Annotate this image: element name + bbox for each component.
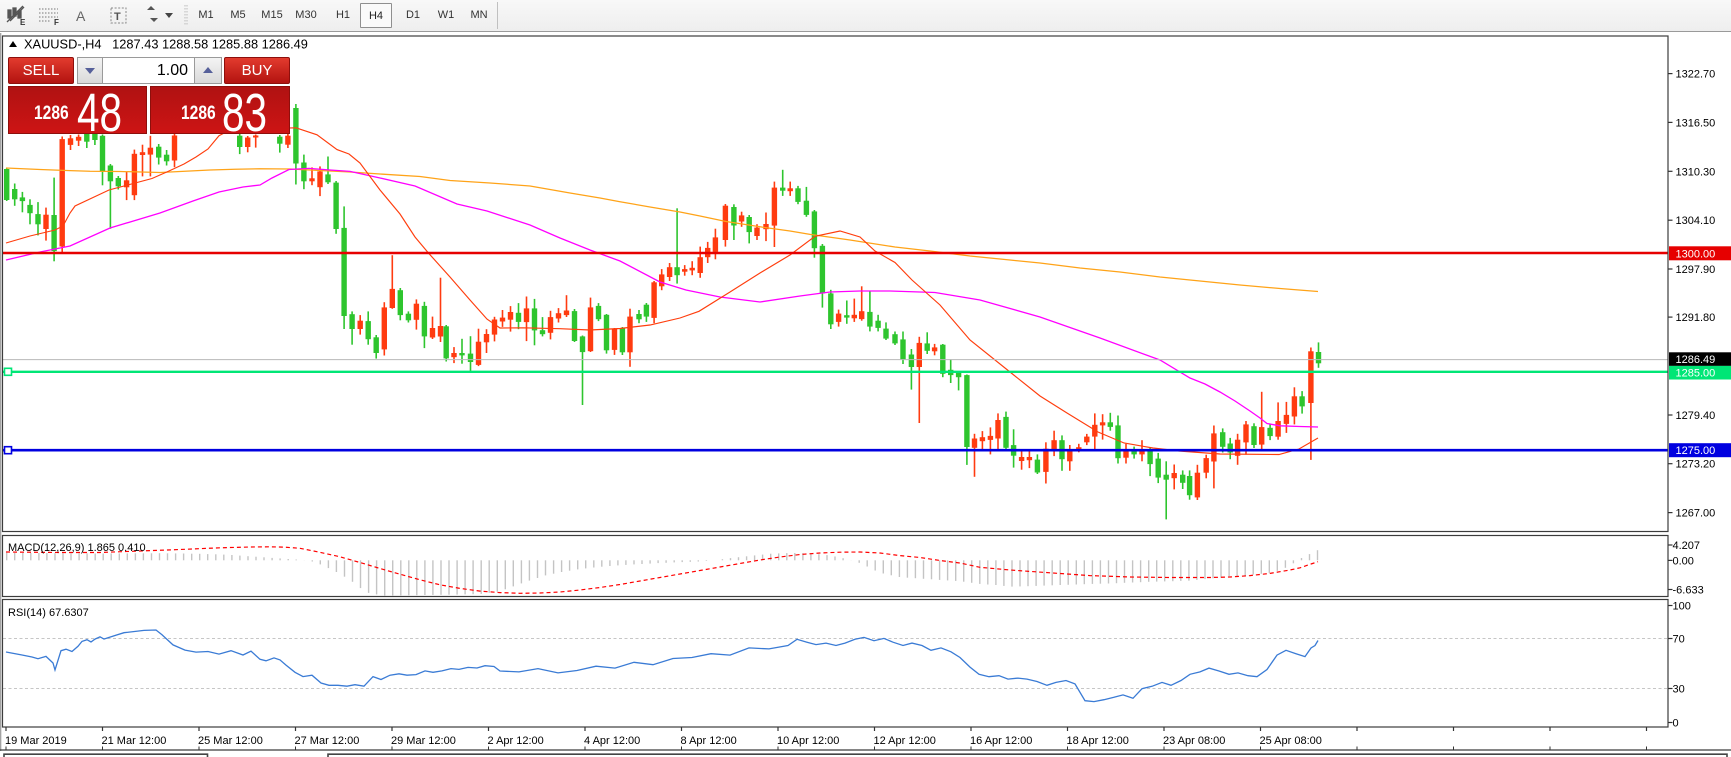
svg-text:10 Apr 12:00: 10 Apr 12:00 [777, 735, 839, 747]
svg-text:1310.30: 1310.30 [1676, 166, 1716, 178]
svg-text:70: 70 [1673, 634, 1685, 646]
svg-text:F: F [54, 18, 59, 27]
svg-text:1279.40: 1279.40 [1676, 410, 1716, 422]
svg-text:18 Apr 12:00: 18 Apr 12:00 [1067, 735, 1129, 747]
svg-text:30: 30 [1673, 684, 1685, 696]
svg-text:23 Apr 08:00: 23 Apr 08:00 [1163, 735, 1225, 747]
svg-text:1304.10: 1304.10 [1676, 215, 1716, 227]
svg-text:MACD(12,26,9) 1.865 0.410: MACD(12,26,9) 1.865 0.410 [8, 542, 146, 554]
svg-text:1291.80: 1291.80 [1676, 312, 1716, 324]
svg-text:100: 100 [1673, 601, 1691, 613]
svg-text:16 Apr 12:00: 16 Apr 12:00 [970, 735, 1032, 747]
svg-text:1300.00: 1300.00 [1676, 248, 1716, 260]
svg-text:27 Mar 12:00: 27 Mar 12:00 [295, 735, 360, 747]
svg-text:RSI(14) 67.6307: RSI(14) 67.6307 [8, 607, 89, 619]
svg-text:21 Mar 12:00: 21 Mar 12:00 [102, 735, 167, 747]
svg-text:XAUUSD-,H4 1287.43 1288.58 1: XAUUSD-,H4 1287.43 1288.58 1285.88 1286.… [24, 37, 308, 52]
svg-text:12 Apr 12:00: 12 Apr 12:00 [874, 735, 936, 747]
svg-text:1322.70: 1322.70 [1676, 69, 1716, 81]
svg-text:E: E [20, 18, 26, 27]
svg-text:29 Mar 12:00: 29 Mar 12:00 [391, 735, 456, 747]
svg-text:T: T [114, 11, 121, 23]
svg-text:4 Apr 12:00: 4 Apr 12:00 [584, 735, 640, 747]
svg-text:25 Apr 08:00: 25 Apr 08:00 [1260, 735, 1322, 747]
svg-text:1316.50: 1316.50 [1676, 117, 1716, 129]
svg-text:25 Mar 12:00: 25 Mar 12:00 [198, 735, 263, 747]
svg-text:19 Mar 2019: 19 Mar 2019 [5, 735, 67, 747]
svg-text:8 Apr 12:00: 8 Apr 12:00 [681, 735, 737, 747]
svg-text:0: 0 [1673, 718, 1679, 730]
svg-text:1285.00: 1285.00 [1676, 368, 1716, 380]
svg-text:1275.00: 1275.00 [1676, 445, 1716, 457]
svg-text:1273.20: 1273.20 [1676, 459, 1716, 471]
svg-text:A: A [76, 8, 86, 24]
svg-text:-6.633: -6.633 [1673, 585, 1704, 597]
svg-text:1267.00: 1267.00 [1676, 508, 1716, 520]
svg-text:1286.49: 1286.49 [1676, 354, 1716, 366]
svg-text:4.207: 4.207 [1673, 540, 1701, 552]
svg-text:0.00: 0.00 [1673, 555, 1694, 567]
svg-text:1297.90: 1297.90 [1676, 264, 1716, 276]
svg-text:2 Apr 12:00: 2 Apr 12:00 [488, 735, 544, 747]
